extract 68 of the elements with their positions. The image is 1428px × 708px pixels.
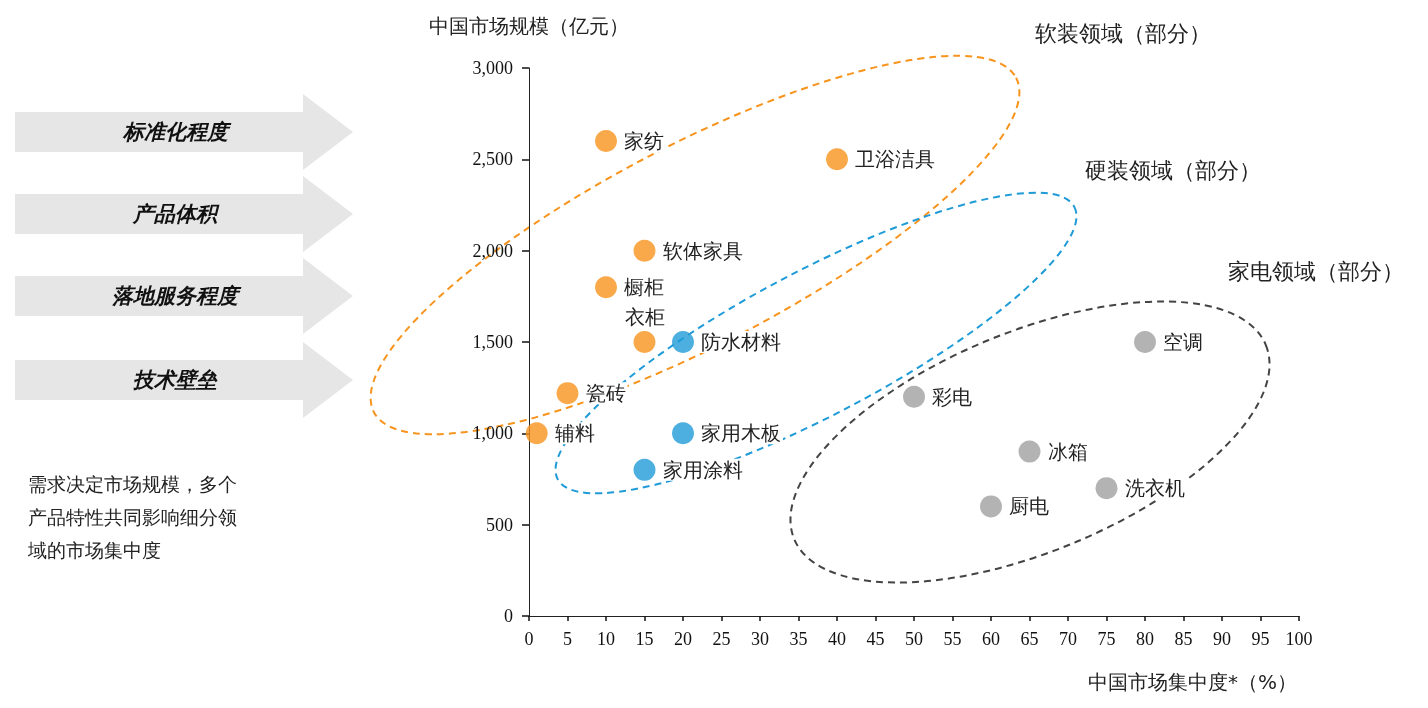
text: 技术壁垒	[132, 367, 219, 394]
x-tick-label: 60	[982, 629, 1000, 649]
text: 落地服务程度	[111, 283, 243, 310]
annotation: 家纺	[624, 129, 664, 154]
x-tick-label: 10	[597, 629, 615, 649]
x-tick-label: 85	[1174, 629, 1193, 649]
annotation: 家用涂料	[662, 457, 743, 482]
point	[826, 148, 848, 171]
x-tick-label: 95	[1251, 629, 1270, 649]
x-axis-title: 中国市场集中度*（%）	[1087, 670, 1297, 694]
y-tick-label: 500	[486, 514, 513, 535]
y-tick-label: 0	[504, 606, 513, 626]
annotation: 厨电	[1009, 494, 1049, 519]
annotation: 软体家具	[662, 238, 743, 263]
x-tick-label: 70	[1059, 629, 1077, 649]
x-tick-label: 5	[563, 629, 572, 649]
x-tick-label: 0	[524, 629, 534, 649]
x-tick-label: 55	[943, 629, 962, 649]
point	[672, 422, 694, 445]
x-tick-label: 15	[635, 629, 654, 649]
point	[595, 130, 617, 153]
annotation: 防水材料	[701, 330, 781, 354]
y-tick-label: 2,500	[472, 149, 513, 170]
annotation: 洗衣机	[1124, 476, 1185, 501]
point	[595, 276, 617, 299]
y-tick-label: 1,000	[472, 423, 513, 444]
annotation: 硬装领域（部分）	[1085, 157, 1261, 183]
text: 需求决定市场规模，多个产品特性共同影响细分领域的市场集中度	[28, 472, 238, 563]
y-axis-title: 中国市场规模（亿元）	[429, 14, 629, 38]
text: 软装领域（部分）	[1035, 20, 1211, 46]
x-tick-label: 90	[1213, 629, 1231, 649]
x-tick-label: 30	[751, 629, 769, 649]
x-tick-label: 75	[1097, 629, 1116, 649]
text: 标准化程度	[121, 119, 233, 146]
point	[980, 495, 1002, 518]
point	[633, 239, 656, 262]
x-tick-label: 80	[1136, 629, 1154, 649]
point	[672, 331, 694, 353]
annotation: 橱柜	[624, 275, 664, 300]
point	[633, 458, 656, 481]
annotation: 家电领域（部分）	[1228, 258, 1404, 284]
y-tick-label: 1,500	[472, 332, 513, 352]
point	[1018, 440, 1041, 463]
point	[903, 385, 925, 408]
annotation: 家用木板	[701, 421, 781, 446]
point	[1095, 477, 1118, 500]
point	[1134, 331, 1156, 353]
point	[525, 422, 548, 445]
x-tick-label: 100	[1285, 629, 1313, 649]
x-tick-label: 65	[1020, 629, 1039, 649]
annotation: 冰箱	[1047, 439, 1088, 464]
x-tick-label: 50	[905, 629, 923, 649]
annotation: 瓷砖	[585, 381, 626, 406]
y-tick-label: 3,000	[472, 58, 513, 78]
x-tick-label: 20	[674, 629, 692, 649]
x-tick-label: 40	[828, 629, 846, 649]
annotation: 卫浴洁具	[855, 147, 935, 172]
annotation: 衣柜	[624, 305, 665, 329]
x-tick-label: 25	[712, 629, 731, 649]
point	[556, 382, 579, 405]
annotation: 辅料	[554, 421, 595, 446]
annotation: 彩电	[932, 384, 972, 409]
text: 产品体积	[131, 201, 221, 228]
point	[633, 331, 656, 353]
annotation: 空调	[1163, 330, 1203, 354]
y-tick-label: 2,000	[472, 240, 513, 261]
x-tick-label: 35	[789, 629, 808, 649]
x-tick-label: 45	[866, 629, 885, 649]
